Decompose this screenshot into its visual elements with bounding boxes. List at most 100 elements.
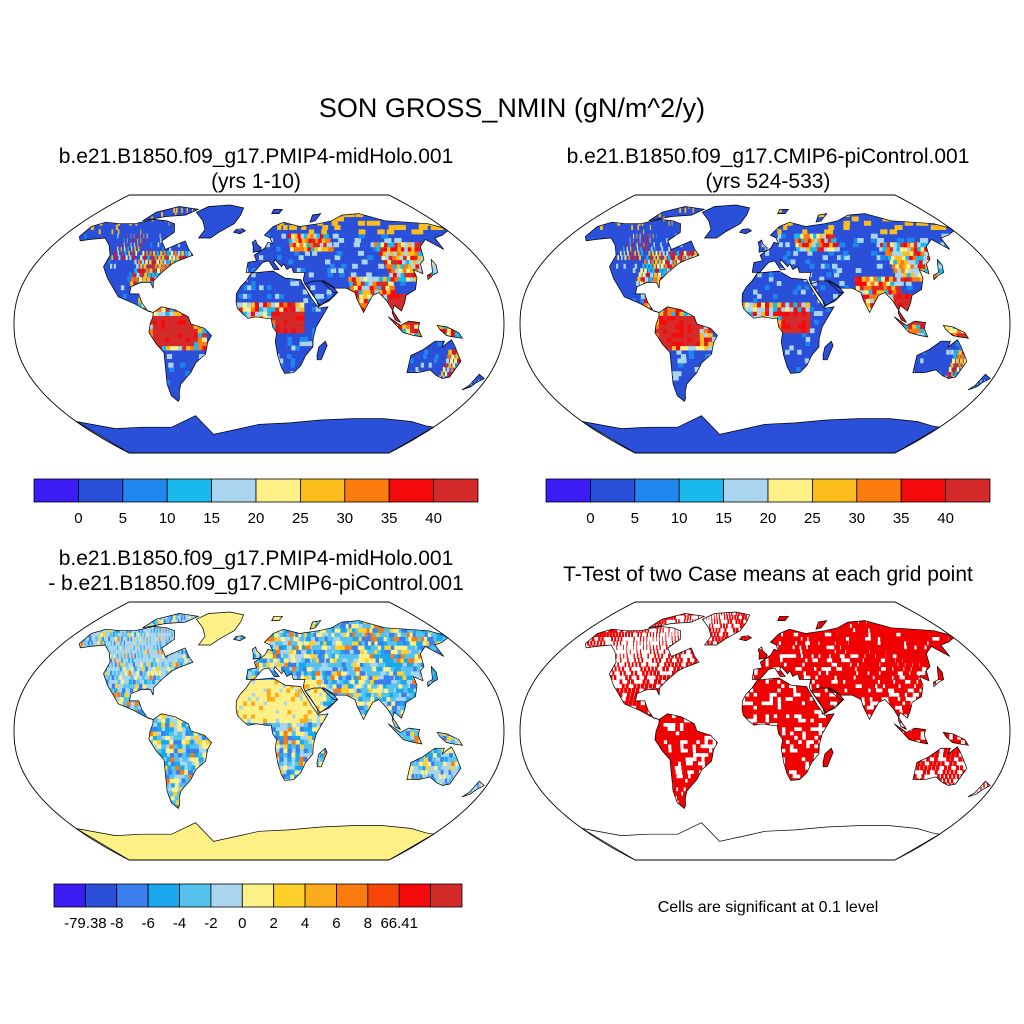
map-difference [13,601,505,861]
colorbar-tick-label: 10 [159,510,176,527]
coastline-uk [757,239,768,253]
coastline-arabia [304,280,339,306]
coastline-australia [912,339,968,379]
colorbar-tick-label: 6 [332,915,340,932]
colorbar-tick-label: 20 [760,510,777,527]
coastline-indonesia [893,723,929,745]
coastline-madagascar [822,747,834,768]
coastline-new-zealand [967,780,991,798]
colorbar-difference: -79.38 -8 -6 -4 -2 0 2 4 6 8 66.41 [53,883,463,932]
colorbar-tick-label: 40 [937,510,954,527]
colorbar-swatch [344,478,390,503]
colorbar-swatch [811,478,858,503]
panel-title-line1: T-Test of two Case means at each grid po… [563,563,973,586]
coastline-iceland [738,228,753,235]
coastline-novaya-zemlya [309,213,322,223]
colorbar-swatch [116,883,149,908]
colorbar-swatch [299,478,346,503]
coastline-australia [406,339,462,379]
coastline-africa [741,677,835,781]
coastline-japan [933,258,944,281]
colorbar-swatch [33,478,79,503]
colorbar-tick-label: 0 [238,915,246,932]
coastline-greenland [701,204,751,239]
coastline-eurasia [751,620,955,730]
coastline-north-america [78,626,194,720]
colorbar-tick-label: 15 [203,510,220,527]
colorbar-swatch [304,883,337,908]
coastline-greenland [701,611,751,646]
colorbar-swatch [856,478,902,503]
coastline-greenland [195,204,245,239]
coastline-arctic-islands [648,613,706,629]
colorbar-tick-label: 20 [248,510,265,527]
coastline-africa [741,270,835,374]
coastline-arabia [304,687,339,713]
figure-title: SON GROSS_NMIN (gN/m^2/y) [318,93,706,123]
colorbar-swatch [241,883,275,908]
coastline-south-america [654,306,718,402]
coastline-japan [933,665,944,688]
colorbar-tick-label: 25 [292,510,309,527]
colorbar-swatch [53,883,86,908]
colorbar-swatch [147,883,180,908]
coastline-greenland [195,611,245,646]
colorbar-tick-label: 40 [425,510,442,527]
colorbar-tick-label: -4 [173,915,186,932]
colorbar-tick-label: -2 [204,915,217,932]
colorbar-tick-label: 5 [631,510,639,527]
panel-title-line1: b.e21.B1850.f09_g17.PMIP4-midHolo.001 [58,547,454,570]
colorbar-swatch [398,883,432,908]
colorbar-tick-label: 10 [671,510,688,527]
panel-title-picontrol: b.e21.B1850.f09_g17.CMIP6-piControl.001 … [512,144,1024,194]
coastline-arabia [810,280,845,306]
colorbar-tick-label: 0 [586,510,594,527]
coastline-svalbard [271,615,284,621]
coastline-iceland [232,228,247,235]
coastline-new-guinea [436,731,464,746]
colorbar-tick-label: 30 [848,510,865,527]
map-frame [13,601,505,861]
coastline-eurasia [245,213,449,323]
coastlines [582,611,991,861]
colorbar-tick-label: 8 [364,915,372,932]
coastline-uk [251,239,262,253]
coastline-new-zealand [461,780,485,798]
colorbar-tick-label: -8 [110,915,123,932]
colorbar-swatch [273,883,306,908]
colorbar-swatch [210,883,243,908]
colorbar-tick-label: -79.38 [64,915,107,932]
coastline-africa [235,270,329,374]
coastline-new-guinea [436,324,464,339]
coastline-indonesia [893,316,929,338]
colorbar-tick-label: 66.41 [380,915,418,932]
coastline-south-america [148,713,212,809]
colorbar-tick-label: 25 [804,510,821,527]
coastline-new-guinea [942,731,970,746]
map-frame [519,601,1011,861]
colorbar-swatch [367,883,400,908]
colorbar-tick-label: 5 [119,510,127,527]
colorbar-swatch [179,883,212,908]
colorbar-swatch [767,478,813,503]
coastline-madagascar [822,340,834,361]
coastlines [76,204,485,454]
map-frame [13,194,505,454]
colorbar-tick-label: 0 [74,510,82,527]
coastlines [582,204,991,454]
coastline-new-zealand [461,373,485,391]
map-midholo [13,194,505,454]
coastline-novaya-zemlya [815,213,828,223]
colorbar-swatch [84,883,118,908]
coastline-arabia [810,687,845,713]
coastline-svalbard [271,208,284,214]
colorbar-swatch [590,478,636,503]
colorbar-swatch [166,478,212,503]
colorbar-swatch [255,478,301,503]
colorbar-tick-label: 4 [301,915,309,932]
coastline-south-america [654,713,718,809]
coastline-new-guinea [942,324,970,339]
colorbar-picontrol: 0 5 10 15 20 25 30 35 40 [545,478,991,527]
colorbar-swatch [388,478,435,503]
colorbar-swatch [945,478,991,503]
